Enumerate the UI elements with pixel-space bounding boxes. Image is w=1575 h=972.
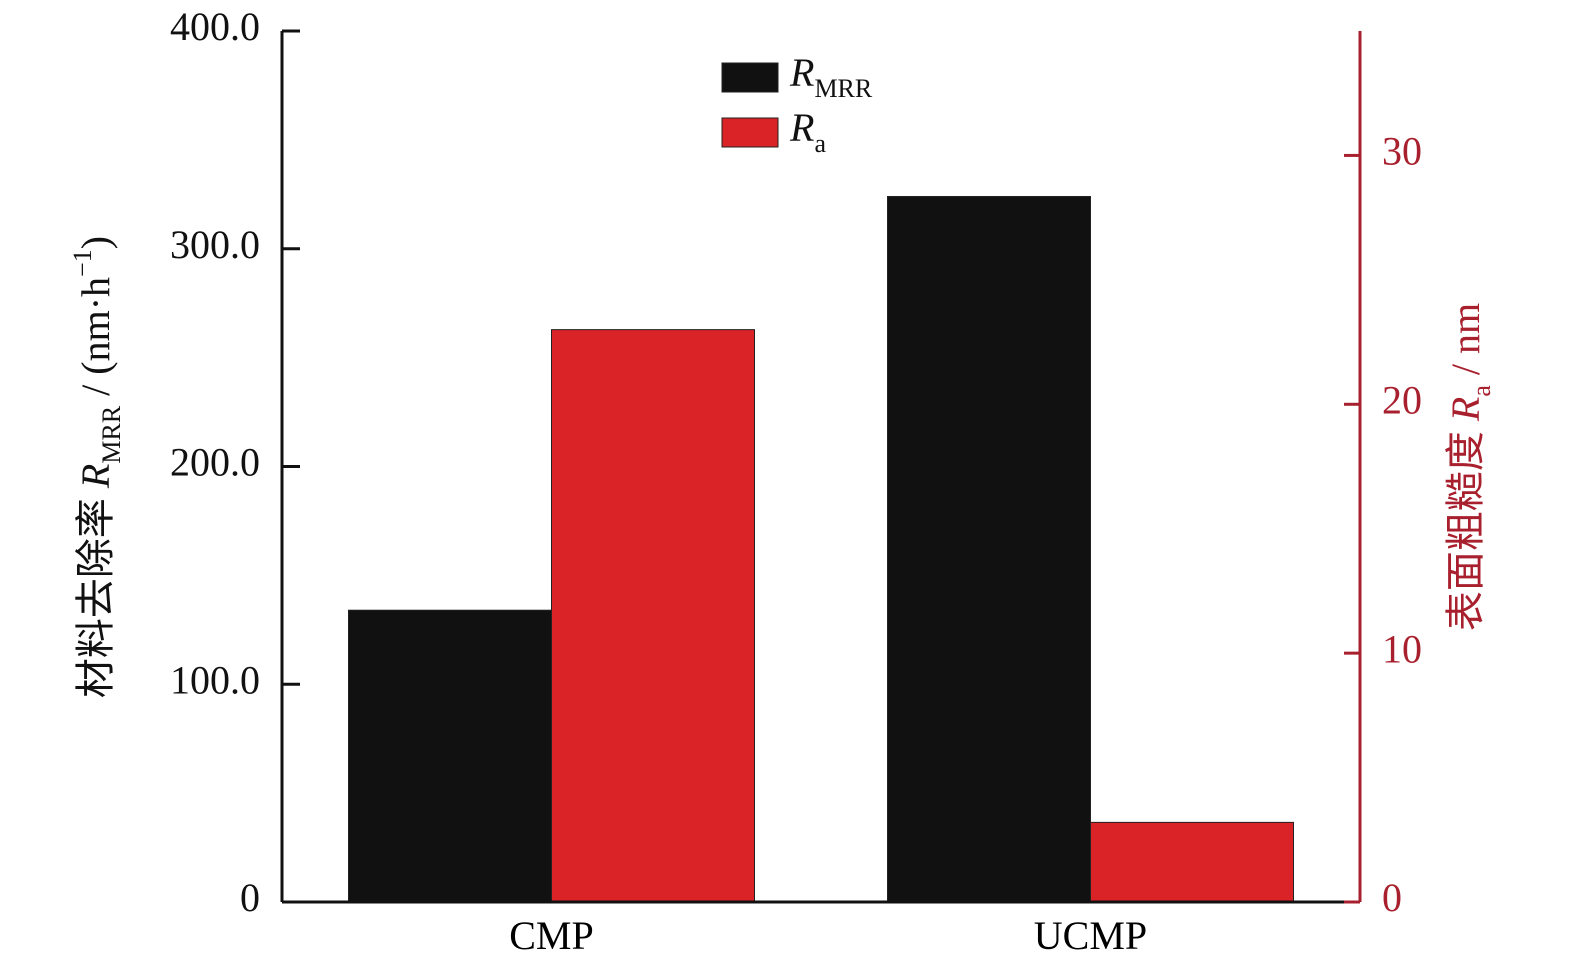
y-tick-label: 200.0: [170, 440, 260, 485]
bar: [551, 329, 755, 903]
y2-tick-label: 20: [1382, 377, 1422, 422]
y-tick-label: 100.0: [170, 657, 260, 702]
legend-swatch: [721, 117, 779, 148]
y2-axis-title: 表面粗糙度 Ra / nm: [1443, 303, 1496, 631]
y-tick-label: 300.0: [170, 222, 260, 267]
bar: [887, 195, 1091, 903]
bar: [1090, 821, 1294, 903]
x-tick-label: CMP: [509, 913, 594, 958]
x-tick-label: UCMP: [1034, 913, 1147, 958]
y2-tick-label: 30: [1382, 129, 1422, 174]
y2-tick-label: 0: [1382, 875, 1402, 920]
bar: [348, 609, 552, 903]
y-tick-label: 400.0: [170, 4, 260, 49]
y-axis-title: 材料去除率 RMRR / (nm·h−1): [68, 236, 126, 698]
y-tick-label: 0: [240, 875, 260, 920]
legend-label: Ra: [789, 105, 826, 158]
legend-label: RMRR: [789, 50, 873, 103]
legend-swatch: [721, 62, 779, 93]
y2-tick-label: 10: [1382, 626, 1422, 671]
